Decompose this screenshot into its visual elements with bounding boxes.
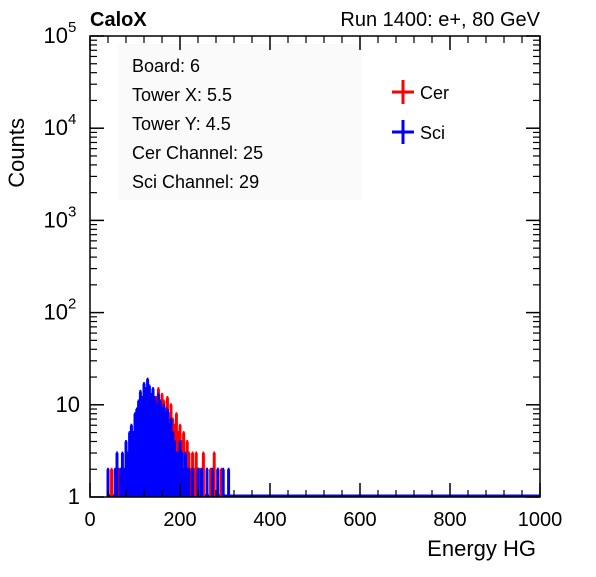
x-axis-label: Energy HG: [427, 536, 536, 561]
y-tick-label: 10: [56, 392, 80, 417]
series-sci: [106, 377, 540, 498]
y-tick-label: 10: [44, 207, 68, 232]
y-tick-label: 10: [44, 115, 68, 140]
y-axis-label: Counts: [4, 118, 29, 188]
x-tick-label: 600: [343, 509, 376, 531]
header-left-label: CaloX: [90, 9, 147, 31]
legend-cer-label: Cer: [420, 83, 449, 103]
info-tower-y-text: Tower Y: 4.5: [132, 114, 231, 134]
series-layer: [106, 377, 540, 498]
y-tick-label: 1: [68, 484, 80, 509]
y-tick-exponent: 5: [68, 19, 76, 36]
x-tick-label: 400: [253, 509, 286, 531]
header-right-label: Run 1400: e+, 80 GeV: [340, 9, 540, 31]
info-box-background: [118, 44, 362, 200]
info-tower-x-text: Tower X: 5.5: [132, 85, 232, 105]
legend-sci-label: Sci: [420, 123, 445, 143]
info-cer-channel-text: Cer Channel: 25: [132, 143, 263, 163]
y-tick-exponent: 3: [68, 203, 76, 220]
y-tick-exponent: 2: [68, 296, 76, 313]
x-tick-label: 0: [84, 509, 95, 531]
plot-frame: [89, 35, 541, 498]
y-tick-exponent: 4: [68, 111, 76, 128]
legend-entry-sci: Sci: [392, 120, 445, 144]
info-sci-channel-text: Sci Channel: 29: [132, 172, 259, 192]
x-tick-label: 800: [433, 509, 466, 531]
legend-entry-cer: Cer: [392, 80, 449, 104]
y-tick-label: 10: [44, 300, 68, 325]
legend: Cer Sci: [392, 80, 449, 144]
info-board-text: Board: 6: [132, 56, 200, 76]
x-tick-label: 1000: [518, 509, 563, 531]
y-tick-label: 10: [44, 23, 68, 48]
info-box: Board: 6 Tower X: 5.5 Tower Y: 4.5 Cer C…: [118, 44, 362, 200]
x-tick-label: 200: [163, 509, 196, 531]
